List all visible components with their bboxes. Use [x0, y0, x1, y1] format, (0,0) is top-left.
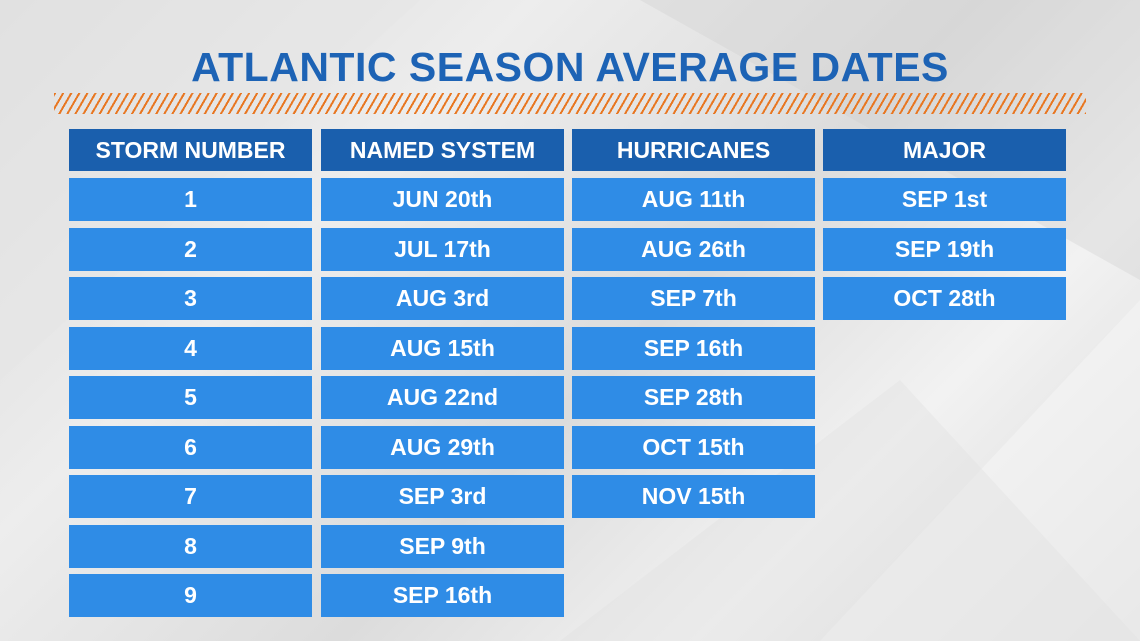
table-cell: AUG 11th [572, 178, 815, 221]
table-cell: AUG 26th [572, 227, 815, 271]
table-cell: 2 [69, 227, 312, 271]
table-cell: SEP 16th [321, 574, 564, 617]
table-cell: 3 [69, 277, 312, 320]
column-header: HURRICANES [572, 129, 815, 171]
table-cell: SEP 28th [572, 376, 815, 419]
table-cell: 1 [69, 178, 312, 221]
column-storm-number: STORM NUMBER 1 2 3 4 5 6 7 8 9 [69, 129, 312, 624]
table-cell: AUG 3rd [321, 277, 564, 320]
table-cell: AUG 29th [321, 425, 564, 469]
page-title: ATLANTIC SEASON AVERAGE DATES [191, 44, 949, 90]
table-cell: OCT 15th [572, 425, 815, 469]
table-cell: AUG 15th [321, 326, 564, 370]
column-header: STORM NUMBER [69, 129, 312, 171]
table-cell: 7 [69, 475, 312, 518]
column-major: MAJOR SEP 1st SEP 19th OCT 28th [823, 129, 1066, 327]
orange-hatch-divider [54, 93, 1086, 114]
table-cell: 9 [69, 574, 312, 617]
table-cell: 6 [69, 425, 312, 469]
table-cell: 8 [69, 524, 312, 568]
table-cell: JUL 17th [321, 227, 564, 271]
table-cell: SEP 16th [572, 326, 815, 370]
table-cell: 5 [69, 376, 312, 419]
column-hurricanes: HURRICANES AUG 11th AUG 26th SEP 7th SEP… [572, 129, 815, 525]
column-named-system: NAMED SYSTEM JUN 20th JUL 17th AUG 3rd A… [321, 129, 564, 624]
column-header: NAMED SYSTEM [321, 129, 564, 171]
table-cell: AUG 22nd [321, 376, 564, 419]
table-cell: JUN 20th [321, 178, 564, 221]
column-header: MAJOR [823, 129, 1066, 171]
table-cell: SEP 1st [823, 178, 1066, 221]
table-cell: 4 [69, 326, 312, 370]
table-cell: SEP 9th [321, 524, 564, 568]
table-cell: SEP 3rd [321, 475, 564, 518]
table-cell: SEP 19th [823, 227, 1066, 271]
table-cell: OCT 28th [823, 277, 1066, 320]
table-cell: SEP 7th [572, 277, 815, 320]
table-cell: NOV 15th [572, 475, 815, 518]
